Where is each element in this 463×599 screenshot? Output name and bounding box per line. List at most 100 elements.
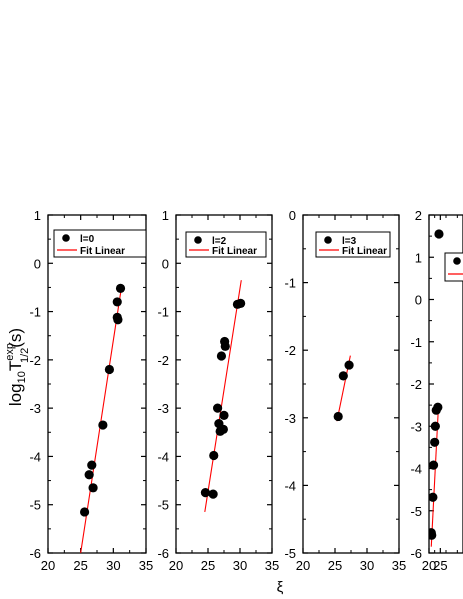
- y-tick-label: -1: [29, 305, 41, 320]
- x-tick-label: 20: [422, 558, 436, 573]
- data-point: [333, 411, 343, 422]
- y-tick-label: -3: [410, 419, 422, 434]
- y-tick-label: -5: [157, 498, 169, 513]
- x-tick-label: 25: [73, 558, 87, 573]
- x-tick-label: 30: [360, 558, 374, 573]
- data-point: [434, 229, 444, 239]
- data-point: [433, 402, 443, 412]
- data-point: [429, 460, 439, 470]
- legend-marker: [194, 236, 202, 244]
- y-tick-label: -1: [410, 335, 422, 350]
- y-tick-label: -6: [410, 546, 422, 561]
- legend-label: l=3: [342, 236, 357, 247]
- data-point: [236, 298, 246, 308]
- data-point: [200, 488, 211, 498]
- y-axis-title: log10Texp 1/2(s): [4, 328, 31, 406]
- y-tick-label: -1: [157, 305, 169, 320]
- legend-box: [185, 231, 267, 258]
- data-point: [84, 470, 94, 480]
- y-tick-label: -2: [410, 377, 422, 392]
- y-tick-label: -4: [29, 449, 41, 464]
- data-point: [115, 283, 126, 293]
- data-point: [218, 424, 228, 434]
- y-tick-label: 0: [162, 256, 169, 271]
- y-tick-label: -2: [29, 353, 41, 368]
- legend-marker: [62, 234, 70, 242]
- data-point: [98, 420, 108, 430]
- y-tick-label: 1: [415, 250, 422, 265]
- data-point: [213, 403, 223, 413]
- y-tick-label: 1: [34, 208, 41, 223]
- y-tick-label: -4: [157, 449, 169, 464]
- data-point: [219, 410, 229, 420]
- x-tick-label: 35: [139, 558, 153, 573]
- legend-fit-label: Fit Linear: [342, 246, 387, 257]
- legend-fit-label: Fit Linear: [80, 246, 125, 257]
- plot-data: [429, 229, 444, 547]
- legend-box: [315, 231, 391, 258]
- plot-data: [333, 355, 354, 422]
- y-tick-label: -3: [284, 411, 296, 426]
- data-point: [430, 421, 440, 431]
- x-tick-label: 25: [433, 558, 447, 573]
- legend-marker: [453, 257, 461, 265]
- y-tick-label: -5: [410, 504, 422, 519]
- data-point: [112, 297, 122, 307]
- y-tick-label: -5: [29, 498, 41, 513]
- plot-frame: [47, 214, 147, 554]
- y-tick-label: 0: [289, 208, 296, 223]
- y-tick-label: 0: [415, 293, 422, 308]
- data-point: [430, 437, 440, 447]
- y-tick-label: 0: [34, 256, 41, 271]
- data-point: [79, 507, 90, 517]
- plot-frame: [302, 214, 400, 554]
- y-tick-label: 2: [415, 208, 422, 223]
- data-point: [216, 351, 227, 361]
- plot-data: [79, 283, 126, 553]
- plot-data: [200, 280, 246, 513]
- data-point: [220, 341, 230, 351]
- y-tick-label: -4: [410, 462, 422, 477]
- y-tick-label: -3: [157, 401, 169, 416]
- data-point: [338, 371, 348, 381]
- y-tick-label: -5: [284, 546, 296, 561]
- plot-frame: [175, 214, 273, 554]
- x-tick-label: 35: [392, 558, 406, 573]
- x-tick-label: 35: [265, 558, 279, 573]
- y-tick-label: -6: [157, 546, 169, 561]
- y-tick-label: -3: [29, 401, 41, 416]
- x-tick-label: 30: [106, 558, 120, 573]
- data-point: [208, 489, 218, 499]
- legend-marker: [324, 236, 332, 244]
- x-tick-label: 20: [296, 558, 310, 573]
- legend: Fit Linear: [444, 252, 463, 282]
- fit-line: [80, 284, 123, 553]
- y-tick-label: -6: [29, 546, 41, 561]
- x-axis-title: ξ: [277, 579, 284, 596]
- y-tick-label: 1: [162, 208, 169, 223]
- legend-label: l=2: [212, 236, 227, 247]
- legend-label: l=0: [80, 234, 95, 245]
- data-point: [429, 530, 437, 540]
- x-tick-label: 20: [169, 558, 183, 573]
- data-point: [87, 460, 97, 470]
- x-tick-label: 25: [328, 558, 342, 573]
- x-tick-label: 30: [233, 558, 247, 573]
- legend-fit-label: Fit Linear: [212, 246, 257, 257]
- data-point: [104, 364, 115, 375]
- y-tick-label: -2: [157, 353, 169, 368]
- data-point: [209, 450, 219, 461]
- x-tick-label: 20: [41, 558, 55, 573]
- y-tick-label: -1: [284, 276, 296, 291]
- data-point: [429, 492, 438, 502]
- data-point: [113, 315, 123, 325]
- data-point: [88, 483, 98, 493]
